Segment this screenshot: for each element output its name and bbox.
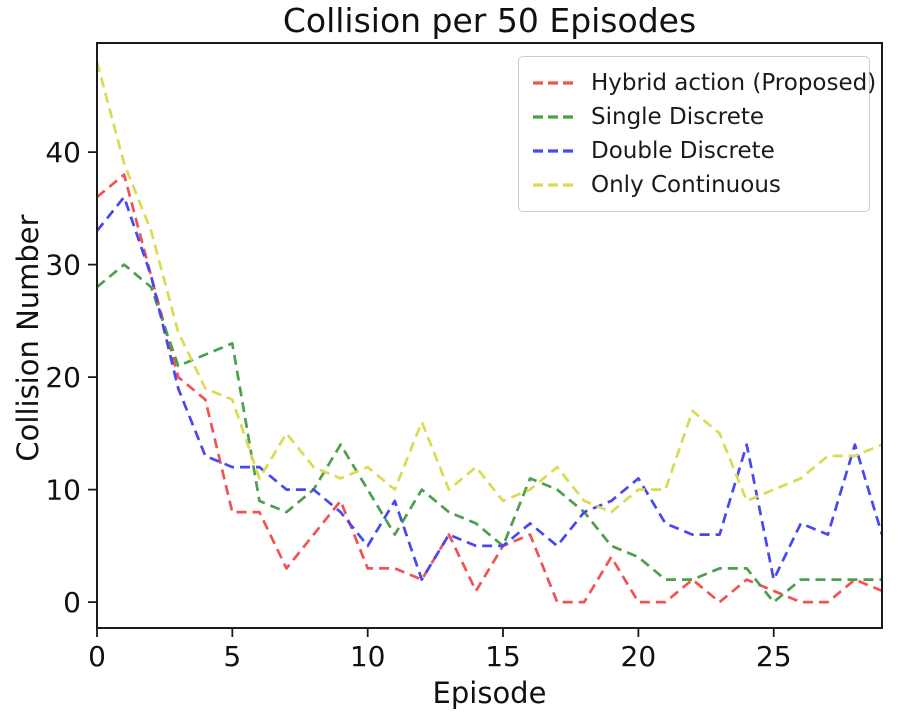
x-tick-label: 15: [485, 640, 521, 673]
y-tick-label: 10: [45, 474, 81, 507]
x-tick-label: 5: [223, 640, 241, 673]
legend-item: Hybrid action (Proposed): [533, 66, 876, 100]
legend-item: Double Discrete: [533, 134, 855, 168]
legend-label: Double Discrete: [591, 138, 775, 164]
y-tick-label: 0: [63, 586, 81, 619]
series-line-double-discrete: [95, 195, 884, 581]
series-line-hybrid-action-proposed: [96, 173, 883, 604]
chart-title: Collision per 50 Episodes: [282, 1, 697, 40]
x-tick-label: 20: [621, 640, 657, 673]
y-tick-label: 30: [45, 249, 81, 282]
legend-item: Only Continuous: [533, 168, 855, 202]
legend-label: Single Discrete: [591, 104, 765, 130]
legend-item: Single Discrete: [533, 100, 855, 134]
legend-dash-sample: [533, 81, 577, 85]
legend: Hybrid action (Proposed) Single Discrete D…: [518, 56, 876, 212]
legend-dash-sample: [533, 149, 577, 153]
x-tick-label: 0: [88, 640, 106, 673]
legend-label: Only Continuous: [591, 172, 781, 198]
y-axis-label: Collision Number: [11, 214, 45, 462]
x-axis-label: Episode: [432, 676, 547, 710]
x-tick-label: 25: [756, 640, 792, 673]
legend-label: Hybrid action (Proposed): [591, 70, 877, 96]
series-line-single-discrete: [96, 263, 882, 604]
axes-spines: [96, 42, 883, 629]
legend-dash-sample: [533, 115, 577, 119]
x-tick-label: 10: [350, 640, 386, 673]
legend-dash-sample: [533, 183, 577, 187]
y-tick-label: 40: [45, 136, 81, 169]
series-line-only-continuous: [95, 61, 883, 514]
y-tick-label: 20: [45, 361, 81, 394]
